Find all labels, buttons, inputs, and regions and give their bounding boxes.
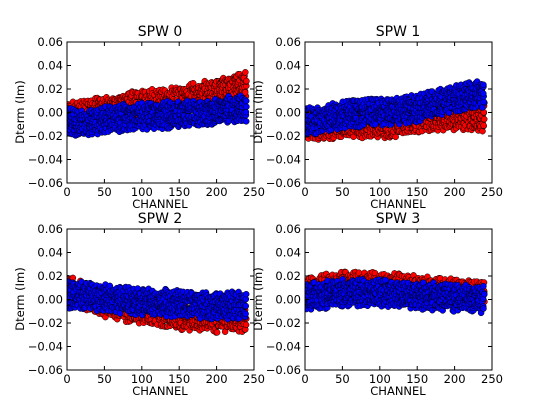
plot-area: 0 50 100 150 200 250 0.06 0.04 0.02 0.00 −0.02 −0.0…	[266, 35, 503, 199]
y-tick-label: 0.00	[275, 106, 301, 120]
scatter-point	[189, 79, 197, 87]
scatter-points	[67, 274, 250, 336]
scatter-point	[116, 310, 124, 317]
scatter-point	[481, 115, 488, 123]
scatter-point	[213, 329, 221, 336]
x-axis-label: CHANNEL	[370, 384, 426, 398]
x-tick-label: 250	[243, 185, 265, 199]
y-tick-label: 0.04	[37, 59, 63, 73]
y-tick-label: 0.04	[37, 246, 63, 260]
y-tick-label: 0.00	[37, 293, 63, 307]
plot-area: 0 50 100 150 200 2500.060.040.020.00−0.02−0.0…	[266, 222, 503, 386]
x-axis-label: CHANNEL	[132, 384, 188, 398]
y-tick-label: 0.06	[275, 35, 301, 49]
subplot-title: SPW 3	[376, 211, 421, 227]
y-tick-label: −0.02	[28, 129, 63, 143]
subplot-spw-3: SPW 3 CHANNEL Dterm (Im) 0 50 100 150 200 250…	[251, 211, 503, 398]
scatter-point	[242, 310, 249, 318]
series-1	[67, 92, 250, 139]
x-tick-label: 200	[206, 185, 228, 199]
y-tick-label: −0.04	[266, 153, 301, 167]
scatter-points	[305, 78, 488, 143]
scatter-points	[305, 268, 488, 317]
scatter-point	[480, 98, 488, 105]
y-tick-label: −0.04	[28, 340, 63, 354]
y-axis-label: Dterm (Im)	[251, 267, 265, 330]
scatter-point	[480, 90, 487, 97]
subplot-title: SPW 2	[138, 211, 183, 227]
x-tick-label: 0	[63, 372, 70, 386]
y-axis-label: Dterm (Im)	[13, 80, 27, 143]
scatter-point	[242, 302, 249, 310]
series-1	[305, 78, 488, 138]
x-tick-label: 0	[63, 185, 70, 199]
y-tick-label: 0.02	[37, 82, 63, 96]
scatter-point	[372, 121, 379, 128]
subplot-spw-1: SPW 1 CHANNEL Dterm (Im) 0 50 100 150 200 250…	[251, 24, 503, 211]
scatter-point	[242, 290, 250, 298]
y-tick-label: −0.02	[266, 129, 301, 143]
y-axis-label: Dterm (Im)	[251, 80, 265, 143]
y-axis-label: Dterm (Im)	[13, 267, 27, 330]
y-tick-label: 0.02	[37, 269, 63, 283]
y-tick-label: −0.06	[28, 176, 63, 190]
x-tick-label: 50	[97, 185, 112, 199]
y-tick-label: −0.06	[266, 176, 301, 190]
subplot-title: SPW 1	[376, 24, 421, 40]
x-tick-label: 100	[369, 185, 391, 199]
scatter-points	[67, 69, 250, 139]
subplot-spw-0: SPW 0 CHANNEL Dterm (Im) 0 50 100 150 200 250…	[13, 24, 265, 211]
scatter-point	[242, 321, 250, 329]
x-tick-label: 250	[243, 372, 265, 386]
plot-area: 0 50 100 150 200 250 0.06 0.04 0.02 0.00 −0.02 −0.0…	[28, 222, 265, 386]
scatter-point	[480, 81, 487, 89]
series-1	[67, 278, 250, 323]
y-tick-label: −0.02	[28, 316, 63, 330]
scatter-point	[241, 89, 249, 96]
y-tick-label: 0.00	[37, 106, 63, 120]
scatter-point	[392, 133, 399, 141]
x-tick-label: 50	[335, 185, 350, 199]
x-tick-label: 150	[168, 372, 190, 386]
scatter-point	[242, 97, 250, 105]
x-tick-label: 50	[97, 372, 112, 386]
x-axis-label: CHANNEL	[132, 197, 188, 211]
subplot-spw-2: SPW 2 CHANNEL Dterm (Im) 0 50 100 150 200 250…	[13, 211, 265, 398]
y-tick-label: −0.06	[28, 363, 63, 377]
scatter-point	[243, 77, 250, 85]
scatter-point	[243, 103, 250, 110]
subplot-title: SPW 0	[138, 24, 183, 40]
y-tick-label: 0.02	[275, 82, 301, 96]
y-tick-label: 0.06	[37, 35, 63, 49]
y-tick-label: −0.04	[28, 153, 63, 167]
scatter-point	[242, 118, 250, 125]
x-tick-label: 200	[444, 185, 466, 199]
scatter-point	[242, 108, 250, 116]
plot-area: 0 50 100 150 200 250 0.06 0.04 0.02 0.00 −0.02 −0.0…	[28, 35, 265, 199]
x-tick-label: 150	[168, 185, 190, 199]
x-tick-label: 200	[206, 372, 228, 386]
y-tick-label: 0.04	[275, 59, 301, 73]
x-tick-label: 100	[131, 185, 153, 199]
y-tick-label: 0.06	[37, 222, 63, 236]
scatter-point	[480, 122, 487, 129]
scatter-point	[242, 69, 249, 76]
x-tick-label: 100	[131, 372, 153, 386]
x-axis-label: CHANNEL	[370, 197, 426, 211]
x-tick-label: 250	[481, 185, 503, 199]
x-tick-label: 150	[406, 185, 428, 199]
x-tick-label: 0	[301, 185, 308, 199]
